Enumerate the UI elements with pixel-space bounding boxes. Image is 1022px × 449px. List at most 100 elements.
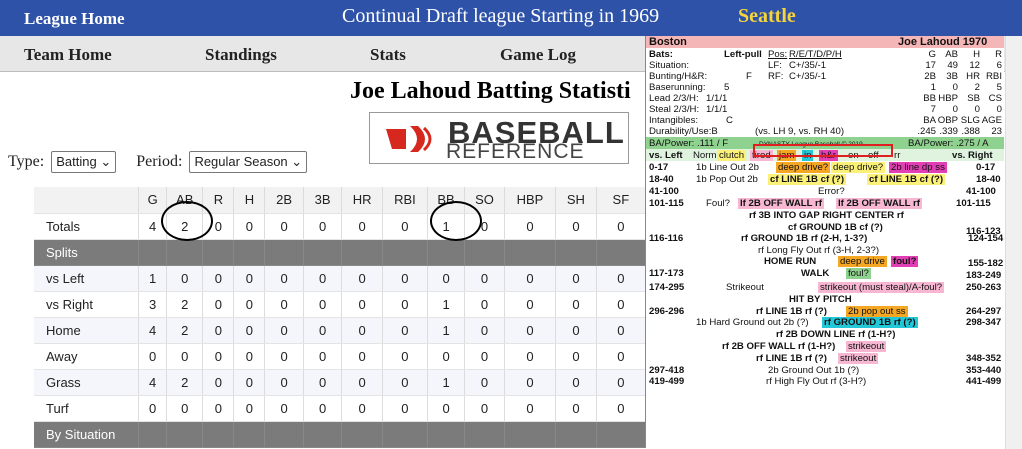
result-down-line: rf 2B DOWN LINE rf (1-H?) bbox=[776, 329, 896, 340]
column-header[interactable]: RBI bbox=[382, 187, 428, 214]
stat-cell: 0 bbox=[555, 213, 597, 240]
stat-cell: 1 bbox=[427, 291, 466, 318]
column-header[interactable]: SF bbox=[596, 187, 647, 214]
nav-game-log[interactable]: Game Log bbox=[500, 45, 577, 64]
row-label: vs Right bbox=[34, 291, 140, 318]
card-team: Boston bbox=[649, 36, 687, 48]
card-stat: .388 bbox=[961, 126, 980, 137]
stat-cell: 0 bbox=[264, 395, 304, 422]
lead-value: 1/1/1 bbox=[706, 93, 728, 104]
team-name[interactable]: Seattle bbox=[738, 5, 796, 27]
card-stat: 49 bbox=[947, 60, 958, 71]
stat-cell: 0 bbox=[382, 265, 428, 292]
stat-cell: 0 bbox=[341, 395, 383, 422]
tag-rr: rr bbox=[894, 150, 901, 161]
column-header[interactable]: H bbox=[233, 187, 266, 214]
stat-cell: 0 bbox=[427, 265, 466, 292]
chevron-down-icon: ⌄ bbox=[291, 154, 303, 169]
league-home-link[interactable]: League Home bbox=[24, 9, 125, 28]
column-header[interactable]: HBP bbox=[504, 187, 557, 214]
type-select[interactable]: Batting ⌄ bbox=[51, 151, 117, 173]
table-row: Grass 4 2 0 0 0 0 0 0 1 0 0 0 0 bbox=[34, 369, 647, 396]
baserunning-label: Baserunning: bbox=[649, 82, 706, 93]
stat-cell: 0 bbox=[596, 291, 647, 318]
range-right: 116-123 bbox=[966, 226, 1001, 237]
nav-standings[interactable]: Standings bbox=[205, 45, 277, 64]
result-highlight: strikeout bbox=[846, 341, 887, 352]
stat-cell: 1 bbox=[427, 369, 466, 396]
range-right: 264-297 bbox=[966, 306, 1002, 317]
stat-cell: 3 bbox=[138, 291, 168, 318]
range-left: 296-296 bbox=[649, 306, 685, 317]
vs-left-label: vs. Left bbox=[649, 150, 683, 161]
section-row: Splits bbox=[34, 239, 647, 266]
result-fly: rf Long Fly Out rf (3-H, 2-3?) bbox=[758, 245, 880, 256]
result-ground: rf GROUND 1B rf (2-H, 1-3?) bbox=[741, 233, 868, 244]
table-row: vs Right 3 2 0 0 0 0 0 0 1 0 0 0 0 bbox=[34, 291, 647, 318]
stat-cell: 4 bbox=[138, 317, 168, 344]
result-3b: rf 3B INTO GAP RIGHT CENTER rf bbox=[749, 210, 904, 221]
stat-cell: 0 bbox=[382, 369, 428, 396]
intangibles-value: C bbox=[726, 115, 733, 126]
stat-cell: 0 bbox=[264, 213, 304, 240]
result-highlight: 2b pop out ss bbox=[846, 306, 908, 317]
section-cell bbox=[427, 421, 466, 448]
range-left: 117-173 bbox=[649, 268, 684, 279]
ab-annotation-circle bbox=[161, 201, 213, 241]
stat-cell: 2 bbox=[166, 291, 204, 318]
stat-cell: 0 bbox=[596, 343, 647, 370]
range-left: 116-116 bbox=[649, 233, 684, 244]
section-cell bbox=[138, 239, 168, 266]
section-cell bbox=[596, 239, 647, 266]
stat-cell: 0 bbox=[303, 317, 343, 344]
table-row: vs Left 1 0 0 0 0 0 0 0 0 0 0 0 0 bbox=[34, 265, 647, 292]
result-highlight: cf LINE 1B cf (?) bbox=[867, 174, 946, 185]
nav-team-home[interactable]: Team Home bbox=[24, 45, 112, 64]
stat-cell: 0 bbox=[427, 343, 466, 370]
result-highlight: deep drive bbox=[838, 256, 887, 267]
card-stat: G bbox=[928, 49, 936, 60]
stat-cell: 0 bbox=[382, 395, 428, 422]
result-walk: WALK bbox=[801, 268, 830, 279]
card-header-band bbox=[646, 36, 1004, 48]
section-cell bbox=[264, 239, 304, 266]
baseball-reference-logo[interactable]: BASEBALL REFERENCE bbox=[369, 112, 629, 164]
stat-cell: 0 bbox=[504, 369, 557, 396]
result-highlight: strikeout (must steal)/A-foul? bbox=[818, 282, 945, 293]
column-header[interactable]: 2B bbox=[264, 187, 304, 214]
stat-cell: 0 bbox=[303, 343, 343, 370]
section-cell bbox=[303, 421, 343, 448]
stat-cell: 0 bbox=[341, 369, 383, 396]
stat-cell: 0 bbox=[202, 343, 235, 370]
durability-annotation-box bbox=[753, 144, 893, 157]
column-header[interactable]: G bbox=[138, 187, 168, 214]
stat-cell: 0 bbox=[264, 291, 304, 318]
bapower-right: BA/Power: .275 / A bbox=[908, 138, 989, 149]
range-right: 0-17 bbox=[976, 162, 996, 173]
section-label: By Situation bbox=[34, 421, 140, 448]
column-header[interactable]: R bbox=[202, 187, 235, 214]
card-stat: RBI bbox=[986, 71, 1002, 82]
page-scrollbar[interactable] bbox=[1005, 36, 1022, 449]
nav-stats[interactable]: Stats bbox=[370, 45, 406, 64]
section-cell bbox=[427, 239, 466, 266]
column-header[interactable]: HR bbox=[341, 187, 383, 214]
league-title: Continual Draft league Starting in 1969 bbox=[342, 5, 660, 27]
stat-cell: 0 bbox=[464, 317, 505, 344]
row-label-header[interactable] bbox=[34, 187, 140, 214]
section-cell bbox=[382, 421, 428, 448]
stat-cell: 0 bbox=[427, 395, 466, 422]
column-header[interactable]: 3B bbox=[303, 187, 343, 214]
card-stat: 5 bbox=[996, 82, 1002, 93]
column-header[interactable]: SH bbox=[555, 187, 597, 214]
period-select-value: Regular Season bbox=[194, 154, 288, 169]
result-text: Error? bbox=[818, 186, 845, 197]
strat-player-card: Boston Joe Lahoud 1970 Bats: Left-pull P… bbox=[645, 36, 1004, 438]
period-select[interactable]: Regular Season ⌄ bbox=[189, 151, 308, 173]
stat-cell: 0 bbox=[596, 213, 647, 240]
card-stat: SB bbox=[967, 93, 980, 104]
stat-cell: 0 bbox=[264, 317, 304, 344]
stat-cell: 0 bbox=[233, 291, 266, 318]
logo-word-baseball: BASEBALL bbox=[448, 115, 625, 150]
result-highlight: lf 2B OFF WALL rf bbox=[836, 198, 922, 209]
